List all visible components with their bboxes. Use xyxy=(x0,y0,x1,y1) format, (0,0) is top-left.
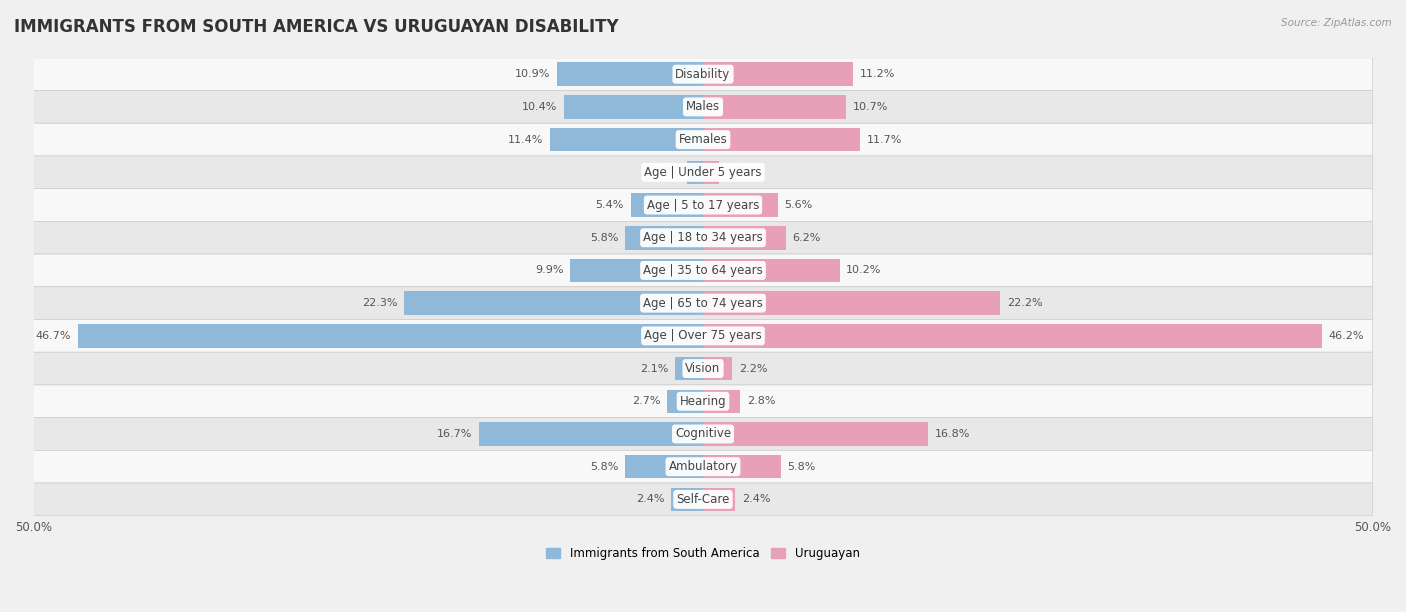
Text: 11.2%: 11.2% xyxy=(859,69,896,79)
Bar xyxy=(550,128,703,151)
Bar xyxy=(631,193,703,217)
Text: 22.2%: 22.2% xyxy=(1007,298,1043,308)
Text: Age | 35 to 64 years: Age | 35 to 64 years xyxy=(643,264,763,277)
FancyBboxPatch shape xyxy=(34,254,1372,287)
Bar xyxy=(703,324,1322,348)
Text: 5.8%: 5.8% xyxy=(591,233,619,243)
Text: 9.9%: 9.9% xyxy=(536,266,564,275)
Text: 10.2%: 10.2% xyxy=(846,266,882,275)
FancyBboxPatch shape xyxy=(34,188,1372,222)
Text: 5.6%: 5.6% xyxy=(785,200,813,210)
Bar xyxy=(703,226,786,250)
Text: 6.2%: 6.2% xyxy=(793,233,821,243)
Bar xyxy=(479,422,703,446)
Bar xyxy=(703,62,853,86)
Text: 22.3%: 22.3% xyxy=(363,298,398,308)
Text: 46.2%: 46.2% xyxy=(1329,331,1364,341)
Text: 2.4%: 2.4% xyxy=(742,494,770,504)
FancyBboxPatch shape xyxy=(34,58,1372,91)
Text: 5.4%: 5.4% xyxy=(596,200,624,210)
Text: 2.2%: 2.2% xyxy=(740,364,768,373)
Text: 2.7%: 2.7% xyxy=(631,397,661,406)
Bar xyxy=(703,488,735,511)
Text: Disability: Disability xyxy=(675,68,731,81)
Text: 11.4%: 11.4% xyxy=(509,135,544,144)
Bar xyxy=(703,389,741,413)
Text: Age | Under 5 years: Age | Under 5 years xyxy=(644,166,762,179)
Bar xyxy=(666,389,703,413)
Bar xyxy=(571,259,703,282)
Text: Self-Care: Self-Care xyxy=(676,493,730,506)
Bar xyxy=(671,488,703,511)
Bar xyxy=(703,160,718,184)
Bar xyxy=(626,226,703,250)
FancyBboxPatch shape xyxy=(34,483,1372,516)
Bar xyxy=(703,357,733,380)
Bar xyxy=(675,357,703,380)
FancyBboxPatch shape xyxy=(34,123,1372,156)
Text: Males: Males xyxy=(686,100,720,113)
Text: 16.8%: 16.8% xyxy=(935,429,970,439)
Text: Hearing: Hearing xyxy=(679,395,727,408)
Text: Age | 65 to 74 years: Age | 65 to 74 years xyxy=(643,297,763,310)
Text: 10.9%: 10.9% xyxy=(515,69,550,79)
Text: IMMIGRANTS FROM SOUTH AMERICA VS URUGUAYAN DISABILITY: IMMIGRANTS FROM SOUTH AMERICA VS URUGUAY… xyxy=(14,18,619,36)
Text: Females: Females xyxy=(679,133,727,146)
Text: Ambulatory: Ambulatory xyxy=(668,460,738,473)
Bar xyxy=(703,128,859,151)
Bar xyxy=(557,62,703,86)
Legend: Immigrants from South America, Uruguayan: Immigrants from South America, Uruguayan xyxy=(541,542,865,565)
Bar xyxy=(564,95,703,119)
Bar xyxy=(405,291,703,315)
Bar xyxy=(703,422,928,446)
Bar xyxy=(703,455,780,479)
Bar xyxy=(703,291,1000,315)
Bar xyxy=(703,193,778,217)
FancyBboxPatch shape xyxy=(34,450,1372,483)
Text: Age | 5 to 17 years: Age | 5 to 17 years xyxy=(647,198,759,212)
Bar xyxy=(626,455,703,479)
Text: 2.4%: 2.4% xyxy=(636,494,664,504)
FancyBboxPatch shape xyxy=(34,417,1372,450)
Text: 46.7%: 46.7% xyxy=(35,331,70,341)
Text: Vision: Vision xyxy=(685,362,721,375)
FancyBboxPatch shape xyxy=(34,287,1372,319)
Text: Age | 18 to 34 years: Age | 18 to 34 years xyxy=(643,231,763,244)
Text: 10.7%: 10.7% xyxy=(853,102,889,112)
FancyBboxPatch shape xyxy=(34,156,1372,188)
Text: 2.1%: 2.1% xyxy=(640,364,668,373)
Text: 1.2%: 1.2% xyxy=(652,167,681,177)
Bar xyxy=(703,95,846,119)
Text: 10.4%: 10.4% xyxy=(522,102,557,112)
FancyBboxPatch shape xyxy=(34,353,1372,385)
Bar xyxy=(703,259,839,282)
Bar xyxy=(77,324,703,348)
Text: 11.7%: 11.7% xyxy=(866,135,901,144)
Text: Source: ZipAtlas.com: Source: ZipAtlas.com xyxy=(1281,18,1392,28)
FancyBboxPatch shape xyxy=(34,222,1372,254)
FancyBboxPatch shape xyxy=(34,385,1372,417)
Text: Cognitive: Cognitive xyxy=(675,428,731,441)
Text: 5.8%: 5.8% xyxy=(591,461,619,472)
FancyBboxPatch shape xyxy=(34,319,1372,353)
FancyBboxPatch shape xyxy=(34,91,1372,123)
Text: Age | Over 75 years: Age | Over 75 years xyxy=(644,329,762,342)
Bar xyxy=(688,160,703,184)
Text: 5.8%: 5.8% xyxy=(787,461,815,472)
Text: 1.2%: 1.2% xyxy=(725,167,754,177)
Text: 16.7%: 16.7% xyxy=(437,429,472,439)
Text: 2.8%: 2.8% xyxy=(747,397,776,406)
